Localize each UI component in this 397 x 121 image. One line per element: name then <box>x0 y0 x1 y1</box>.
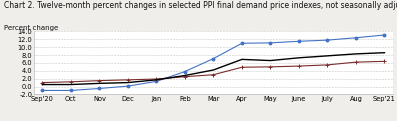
Text: Percent change: Percent change <box>4 25 58 31</box>
Text: Chart 2. Twelve-month percent changes in selected PPI final demand price indexes: Chart 2. Twelve-month percent changes in… <box>4 1 397 10</box>
